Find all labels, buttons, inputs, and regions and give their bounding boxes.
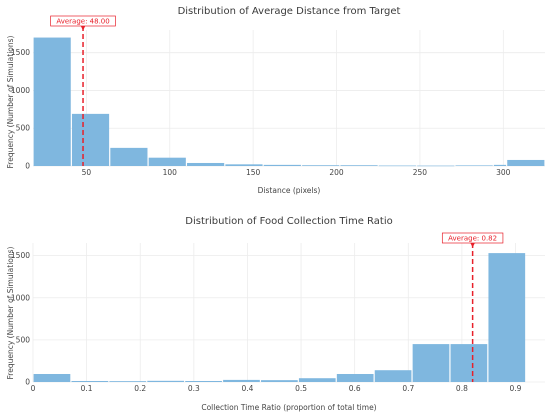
average-marker: Average: 0.82 — [441, 232, 504, 382]
x-tick-label: 0.9 — [510, 384, 522, 393]
histogram-bar — [298, 378, 336, 382]
histogram-bar — [225, 164, 263, 166]
y-axis-label: Frequency (Number of Simulations) — [6, 246, 15, 379]
histogram-bar — [261, 380, 298, 382]
x-tick-label: 0.1 — [81, 384, 93, 393]
histogram-bar — [109, 381, 147, 382]
x-tick-label: 0.3 — [188, 384, 200, 393]
x-tick-label: 0 — [31, 384, 36, 393]
histogram-bar — [336, 373, 374, 382]
histogram-bar — [33, 373, 71, 382]
x-tick-labels: 50 100 150 200 250 300 — [82, 168, 511, 177]
x-tick-label: 200 — [329, 168, 344, 177]
x-tick-label: 50 — [82, 168, 92, 177]
y-tick-label: 1500 — [11, 48, 30, 57]
bars — [33, 253, 526, 382]
y-tick-label: 0 — [25, 162, 30, 171]
histogram-bar — [71, 113, 110, 166]
histogram-bar — [450, 344, 488, 382]
histogram-bar — [185, 380, 222, 382]
histogram-bar — [340, 165, 378, 166]
histogram-bar — [110, 147, 148, 166]
distance-histogram: Distribution of Average Distance from Ta… — [6, 6, 545, 195]
histogram-bar — [455, 165, 493, 166]
y-tick-label: 0 — [25, 378, 30, 387]
x-tick-label: 0.4 — [241, 384, 253, 393]
x-tick-label: 150 — [246, 168, 261, 177]
histogram-bar — [507, 159, 545, 166]
histogram-bar — [71, 380, 109, 382]
y-tick-label: 1000 — [11, 86, 30, 95]
chart-title: Distribution of Food Collection Time Rat… — [185, 216, 392, 227]
histogram-bar — [412, 344, 450, 382]
average-label-box — [441, 232, 504, 244]
x-tick-label: 0.6 — [349, 384, 361, 393]
average-label: Average: 48.00 — [56, 18, 109, 26]
x-tick-label: 250 — [413, 168, 428, 177]
histogram-bar — [187, 162, 225, 166]
histogram-bar — [488, 253, 526, 382]
x-tick-label: 0.8 — [456, 384, 468, 393]
x-axis-label: Collection Time Ratio (proportion of tot… — [201, 403, 376, 412]
histogram-bar — [223, 379, 260, 382]
y-tick-label: 500 — [16, 124, 31, 133]
x-tick-label: 300 — [496, 168, 511, 177]
y-tick-label: 1500 — [11, 251, 30, 260]
x-tick-label: 0.5 — [295, 384, 307, 393]
average-label: Average: 0.82 — [448, 235, 497, 243]
y-axis-label: Frequency (Number of Simulations) — [6, 35, 15, 168]
y-tick-label: 1000 — [11, 293, 30, 302]
y-tick-labels: 0 500 1000 1500 — [11, 251, 30, 386]
histogram-bar — [147, 380, 185, 382]
y-tick-label: 500 — [16, 335, 31, 344]
histogram-bar — [263, 164, 301, 166]
x-axis-label: Distance (pixels) — [258, 186, 321, 195]
histogram-bar — [148, 157, 186, 166]
histogram-bar — [378, 165, 416, 167]
x-tick-label: 0.2 — [134, 384, 146, 393]
histogram-bar — [493, 164, 507, 166]
chart-title: Distribution of Average Distance from Ta… — [178, 6, 401, 17]
collection-ratio-histogram: Distribution of Food Collection Time Rat… — [6, 216, 545, 412]
average-label-box — [50, 15, 116, 27]
histogram-bar — [374, 370, 412, 382]
average-marker: Average: 48.00 — [50, 15, 116, 166]
y-tick-labels: 0 500 1000 1500 — [11, 48, 30, 170]
bars — [33, 37, 545, 167]
histogram-bar — [302, 165, 340, 166]
histogram-bar — [417, 165, 455, 167]
histogram-bar — [33, 37, 71, 166]
x-tick-labels: 0 0.1 0.2 0.3 0.4 0.5 0.6 0.7 0.8 0.9 — [31, 384, 522, 393]
x-tick-label: 100 — [163, 168, 178, 177]
x-tick-label: 0.7 — [402, 384, 414, 393]
grid — [33, 30, 545, 167]
